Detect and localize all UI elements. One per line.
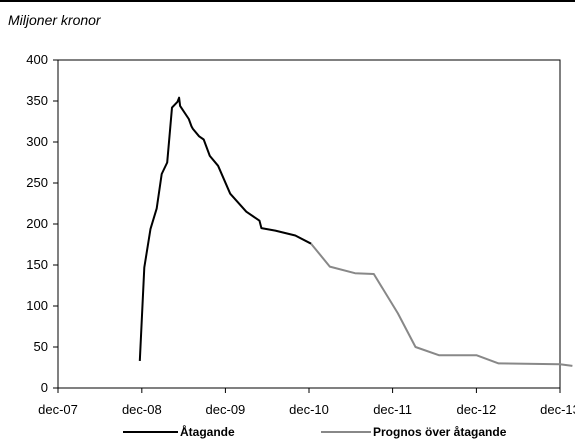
- x-tick-label: dec-07: [38, 402, 78, 417]
- x-tick-label: dec-08: [122, 402, 162, 417]
- x-tick-label: dec-13: [540, 402, 575, 417]
- x-tick-label: dec-11: [373, 402, 412, 417]
- x-tick-label: dec-09: [206, 402, 246, 417]
- x-tick-label: dec-12: [457, 402, 497, 417]
- y-tick-label: 100: [26, 298, 48, 313]
- plot-area-border: [57, 59, 561, 389]
- x-tick-label: dec-10: [289, 402, 329, 417]
- y-tick-label: 150: [26, 257, 48, 272]
- legend-label: Prognos över åtagande: [373, 425, 507, 439]
- y-tick-label: 400: [26, 52, 48, 67]
- y-tick-label: 50: [34, 339, 48, 354]
- y-tick-label: 300: [26, 134, 48, 149]
- legend-label: Åtagande: [180, 424, 235, 439]
- y-tick-label: 250: [26, 175, 48, 190]
- series-line-prognos: [310, 243, 573, 367]
- top-rule: [0, 0, 575, 2]
- y-tick-label: 200: [26, 216, 48, 231]
- y-tick-label: 0: [41, 380, 48, 395]
- series-line-atagande: [138, 96, 312, 361]
- y-tick-label: 350: [26, 93, 48, 108]
- y-axis-label: Miljoner kronor: [8, 12, 101, 28]
